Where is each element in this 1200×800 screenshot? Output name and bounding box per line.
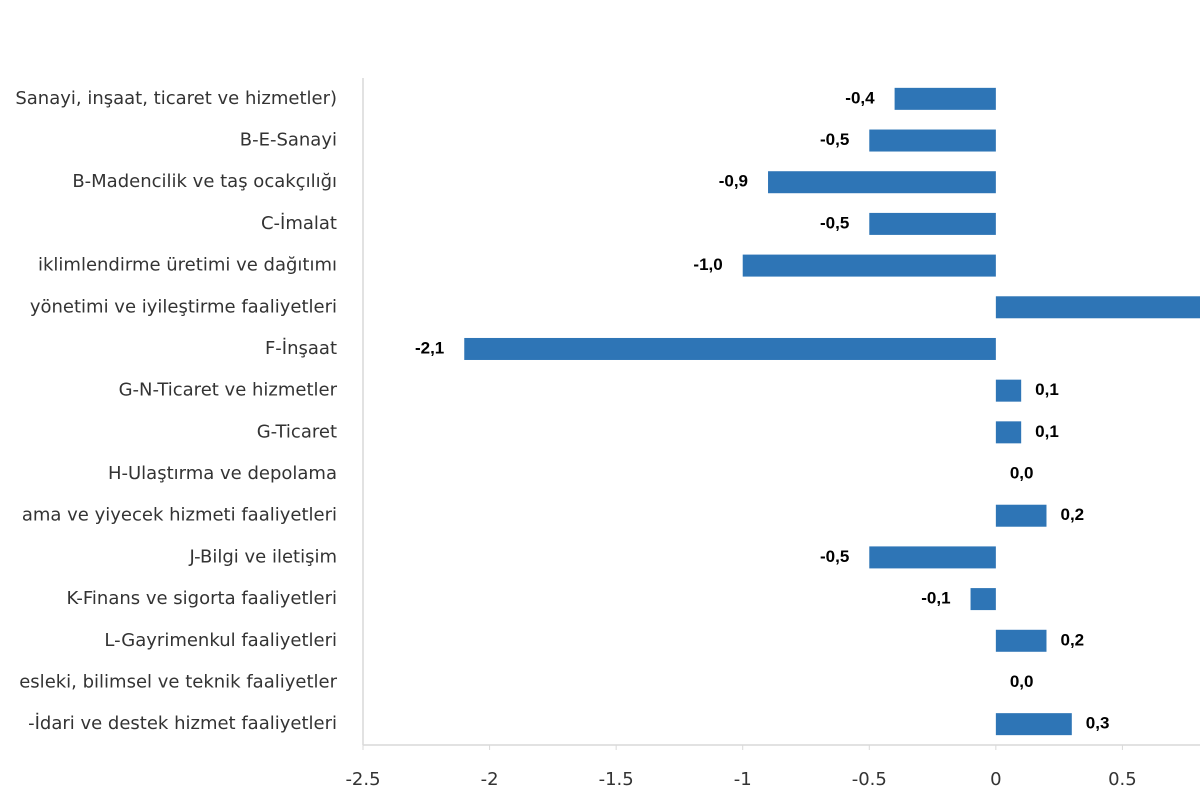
x-tick-label: 0 (990, 769, 1001, 790)
value-label: 0,2 (1060, 505, 1084, 524)
bar (869, 546, 996, 569)
category-label: H-Ulaştırma ve depolama (108, 463, 337, 484)
x-tick-label: -1 (734, 769, 752, 790)
category-label: ama ve yiyecek hizmeti faaliyetleri (22, 505, 337, 526)
category-label: iklimlendirme üretimi ve dağıtımı (38, 255, 337, 276)
x-tick-label: -2.5 (345, 769, 380, 790)
bar (995, 629, 1047, 652)
value-label: -0,5 (820, 213, 849, 232)
bar (894, 87, 996, 110)
category-label: -İdari ve destek hizmet faaliyetleri (28, 713, 337, 734)
bar (869, 212, 996, 235)
category-label: G-N-Ticaret ve hizmetler (119, 380, 338, 401)
category-label: G-Ticaret (257, 421, 337, 442)
category-label: Sanayi, inşaat, ticaret ve hizmetler) (15, 88, 337, 109)
bar (995, 421, 1022, 444)
bar (869, 129, 996, 152)
category-label: K-Finans ve sigorta faaliyetleri (66, 588, 337, 609)
value-label: -2,1 (415, 338, 444, 357)
category-label: C-İmalat (261, 213, 337, 234)
category-label: B-E-Sanayi (240, 130, 337, 151)
value-label: 0,1 (1035, 380, 1059, 399)
bar (464, 337, 996, 360)
value-label: 0,3 (1086, 714, 1110, 733)
category-label: B-Madencilik ve taş ocakçılığı (72, 171, 337, 192)
bar (995, 296, 1200, 319)
value-label: -0,5 (820, 547, 849, 566)
value-label: -0,4 (845, 88, 875, 107)
value-label: -1,0 (693, 255, 722, 274)
value-label: 0,0 (1010, 672, 1034, 691)
bar (742, 254, 996, 277)
value-label: -0,5 (820, 130, 849, 149)
bar (970, 588, 996, 611)
x-tick-label: -0.5 (852, 769, 887, 790)
bar (768, 171, 996, 194)
value-label: 0,1 (1035, 422, 1059, 441)
x-tick-label: -2 (481, 769, 499, 790)
x-tick-label: -1.5 (599, 769, 634, 790)
x-tick-label: 0.5 (1108, 769, 1137, 790)
category-label: esleki, bilimsel ve teknik faaliyetler (19, 671, 337, 692)
category-label: F-İnşaat (265, 338, 337, 359)
bar (995, 713, 1072, 736)
value-label: 0,2 (1060, 630, 1084, 649)
value-label: -0,1 (921, 589, 950, 608)
category-label: L-Gayrimenkul faaliyetleri (104, 630, 337, 651)
category-label: yönetimi ve iyileştirme faaliyetleri (30, 296, 337, 317)
bar (995, 504, 1047, 527)
bar (995, 379, 1022, 402)
value-label: -0,9 (719, 172, 748, 191)
category-label: J-Bilgi ve iletişim (188, 546, 337, 567)
value-label: 0,0 (1010, 464, 1034, 483)
